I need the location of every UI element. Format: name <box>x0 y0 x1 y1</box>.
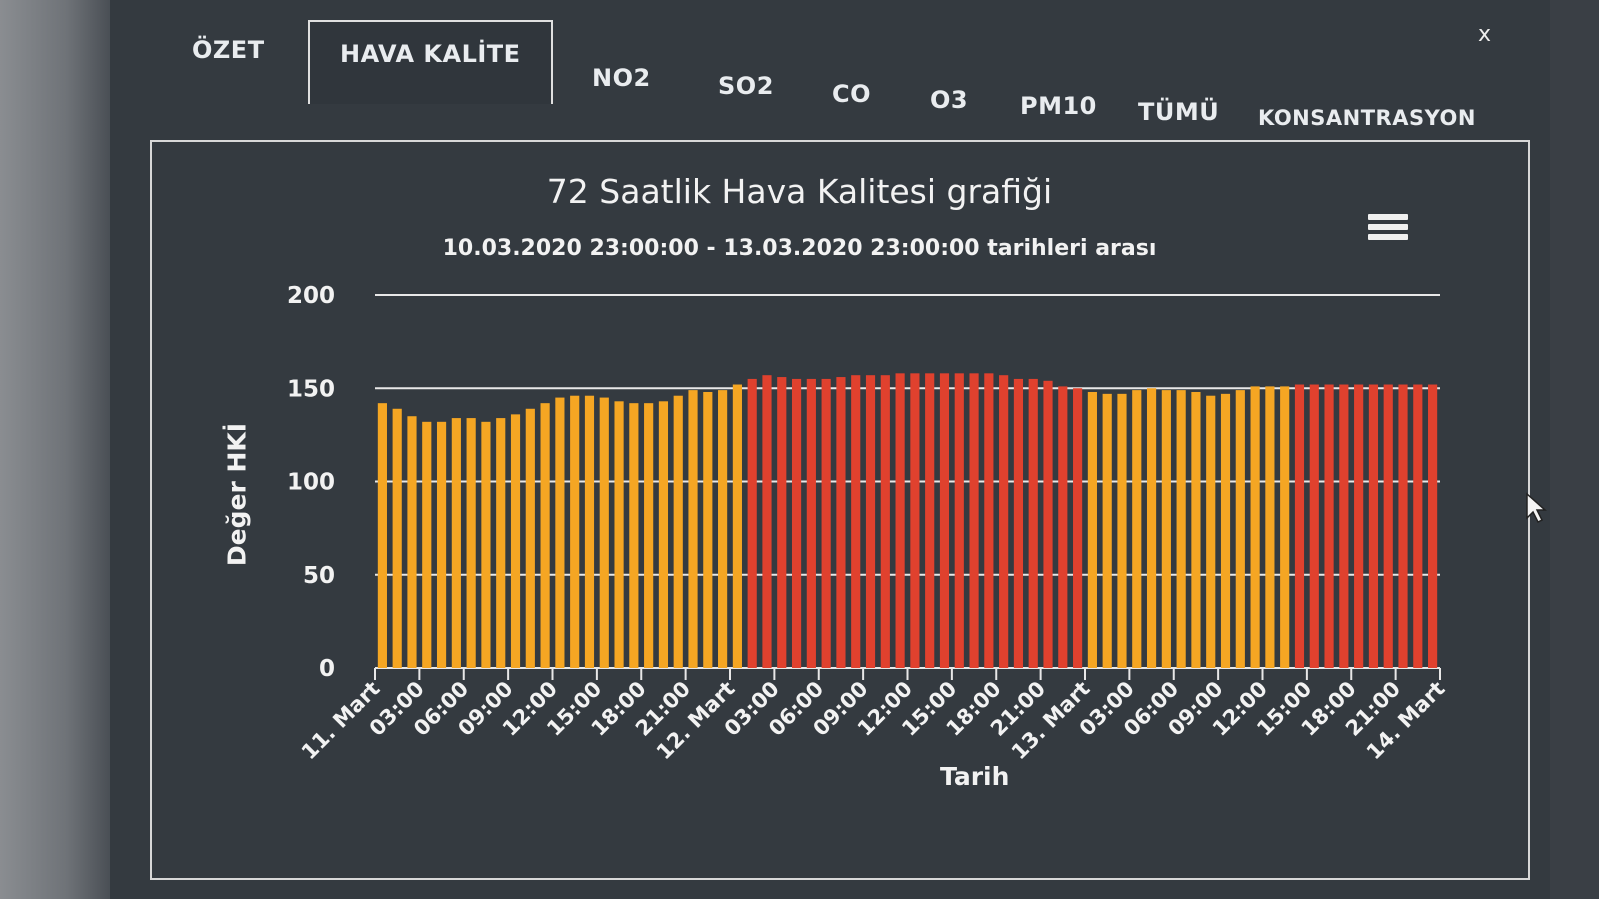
bar <box>791 378 802 668</box>
bar <box>1398 384 1408 668</box>
bar <box>1161 390 1171 668</box>
hamburger-menu-icon[interactable] <box>1368 210 1408 248</box>
bar <box>939 373 950 668</box>
bar <box>954 373 964 668</box>
tab-co[interactable]: CO <box>832 80 872 108</box>
bar <box>762 375 772 668</box>
tab-konsantrasyon[interactable]: KONSANTRASYON <box>1258 106 1476 130</box>
bar <box>688 390 698 668</box>
bar <box>703 391 713 668</box>
bar <box>1265 386 1275 668</box>
bar <box>629 403 639 668</box>
bar <box>599 397 609 668</box>
bar <box>851 375 861 668</box>
y-tick-label: 50 <box>303 563 335 589</box>
bar <box>466 418 476 668</box>
bar <box>880 375 890 668</box>
mouse-cursor-icon <box>1526 492 1547 524</box>
y-tick-label: 200 <box>287 283 335 309</box>
bar <box>777 377 787 668</box>
bar <box>1339 384 1349 668</box>
bar <box>614 401 624 668</box>
bar <box>1087 391 1097 668</box>
tab-tumu[interactable]: TÜMÜ <box>1138 98 1220 126</box>
bar <box>1146 388 1157 668</box>
bar <box>910 373 920 668</box>
bar <box>895 373 905 668</box>
tab-no2[interactable]: NO2 <box>592 64 651 92</box>
y-tick-label: 100 <box>287 470 335 496</box>
bar <box>644 403 654 668</box>
bar <box>1250 386 1260 668</box>
bar <box>496 418 506 668</box>
bar <box>969 373 979 668</box>
bar <box>555 397 565 668</box>
background-left <box>0 0 110 899</box>
bar <box>1324 384 1334 668</box>
bar <box>1058 386 1068 668</box>
bar <box>673 395 683 668</box>
close-button[interactable]: x <box>1478 22 1492 47</box>
bar <box>584 395 595 668</box>
bar <box>658 401 669 668</box>
bar <box>510 414 521 668</box>
bar <box>422 421 432 668</box>
bar <box>1073 388 1083 668</box>
bar <box>1102 393 1112 668</box>
x-axis-label: Tarih <box>940 762 1010 791</box>
bar <box>377 403 387 668</box>
bar <box>1368 384 1379 668</box>
bar <box>525 408 535 668</box>
bar <box>436 421 447 668</box>
tab-pm10[interactable]: PM10 <box>1020 92 1097 120</box>
chart-subtitle: 10.03.2020 23:00:00 - 13.03.2020 23:00:0… <box>442 236 1157 261</box>
tab-so2[interactable]: SO2 <box>718 72 774 100</box>
bar <box>1294 384 1305 668</box>
chart-title: 72 Saatlik Hava Kalitesi grafiği <box>546 172 1053 211</box>
bar <box>999 375 1009 668</box>
bar <box>925 373 935 668</box>
bar <box>747 378 757 668</box>
bar <box>1206 395 1216 668</box>
bar <box>451 418 461 668</box>
bar <box>865 375 876 668</box>
bar <box>1235 390 1245 668</box>
bar <box>836 377 846 668</box>
bar <box>540 403 550 668</box>
bar <box>1117 393 1127 668</box>
bar <box>570 395 580 668</box>
bar <box>1013 378 1024 668</box>
y-tick-label: 0 <box>319 656 335 682</box>
bar <box>984 373 994 668</box>
bar <box>1413 384 1423 668</box>
bar <box>806 378 816 668</box>
bar <box>821 378 831 668</box>
tab-ozet[interactable]: ÖZET <box>192 36 265 64</box>
bar <box>1043 380 1053 668</box>
bar <box>1309 384 1319 668</box>
bar <box>1028 378 1038 668</box>
bar <box>1280 386 1290 668</box>
bar <box>407 416 417 668</box>
bar <box>1191 391 1201 668</box>
tab-hava-kalite[interactable]: HAVA KALİTE <box>308 20 553 104</box>
bar <box>1176 390 1186 668</box>
bar <box>1132 390 1142 668</box>
bar <box>718 390 728 668</box>
bar <box>392 408 402 668</box>
bar <box>1220 393 1231 668</box>
bar <box>1383 384 1393 668</box>
tab-o3[interactable]: O3 <box>930 86 969 114</box>
y-tick-label: 150 <box>287 376 335 402</box>
tab-bar: ÖZET HAVA KALİTE NO2 SO2 CO O3 PM10 TÜMÜ… <box>130 10 1530 130</box>
bar <box>1428 384 1438 668</box>
bar <box>1354 384 1364 668</box>
bar <box>481 421 491 668</box>
bar <box>732 384 742 668</box>
